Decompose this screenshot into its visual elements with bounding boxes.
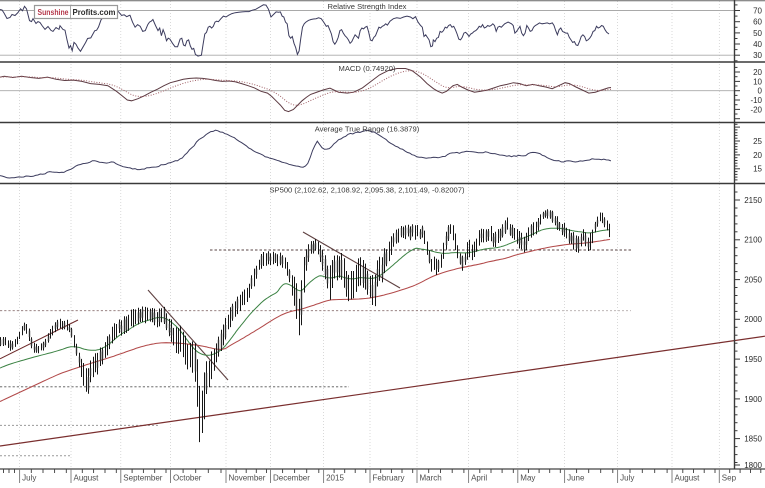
svg-text:June: June bbox=[567, 474, 585, 483]
svg-text:1900: 1900 bbox=[744, 395, 762, 404]
svg-text:October: October bbox=[173, 474, 202, 483]
svg-text:25: 25 bbox=[753, 137, 762, 146]
svg-text:August: August bbox=[74, 474, 100, 483]
svg-text:September: September bbox=[123, 474, 162, 483]
svg-text:1950: 1950 bbox=[744, 355, 762, 364]
svg-text:Profits.com: Profits.com bbox=[73, 7, 116, 17]
svg-text:August: August bbox=[675, 474, 701, 483]
svg-text:November: November bbox=[229, 474, 266, 483]
svg-text:1850: 1850 bbox=[744, 435, 762, 444]
svg-text:July: July bbox=[620, 474, 634, 483]
svg-text:1800: 1800 bbox=[744, 461, 762, 470]
svg-text:April: April bbox=[471, 474, 487, 483]
svg-text:30: 30 bbox=[753, 51, 762, 60]
svg-text:40: 40 bbox=[753, 40, 762, 49]
svg-text:March: March bbox=[420, 474, 442, 483]
svg-text:Relative Strength Index: Relative Strength Index bbox=[328, 2, 407, 11]
svg-text:Average True Range (16.3879): Average True Range (16.3879) bbox=[315, 125, 420, 134]
svg-text:-10: -10 bbox=[750, 96, 762, 105]
svg-text:SP500 (2,102.62, 2,108.92, 2,0: SP500 (2,102.62, 2,108.92, 2,095.38, 2,1… bbox=[269, 186, 465, 195]
svg-text:2015: 2015 bbox=[326, 474, 344, 483]
svg-text:2000: 2000 bbox=[744, 315, 762, 324]
svg-text:July: July bbox=[22, 474, 36, 483]
svg-text:2150: 2150 bbox=[744, 196, 762, 205]
svg-text:0: 0 bbox=[758, 87, 763, 96]
svg-text:15: 15 bbox=[753, 165, 762, 174]
svg-text:10: 10 bbox=[753, 77, 762, 86]
svg-text:December: December bbox=[273, 474, 310, 483]
svg-text:70: 70 bbox=[753, 6, 762, 15]
svg-text:20: 20 bbox=[753, 68, 762, 77]
svg-text:MACD (0.74920): MACD (0.74920) bbox=[339, 64, 396, 73]
svg-text:2050: 2050 bbox=[744, 275, 762, 284]
svg-text:2100: 2100 bbox=[744, 236, 762, 245]
svg-text:60: 60 bbox=[753, 18, 762, 27]
svg-text:May: May bbox=[520, 474, 535, 483]
svg-text:50: 50 bbox=[753, 29, 762, 38]
svg-text:20: 20 bbox=[753, 151, 762, 160]
svg-text:Sunshine: Sunshine bbox=[38, 7, 69, 17]
svg-text:February: February bbox=[373, 474, 405, 483]
svg-text:Sep: Sep bbox=[722, 474, 737, 483]
svg-text:-20: -20 bbox=[750, 105, 762, 114]
